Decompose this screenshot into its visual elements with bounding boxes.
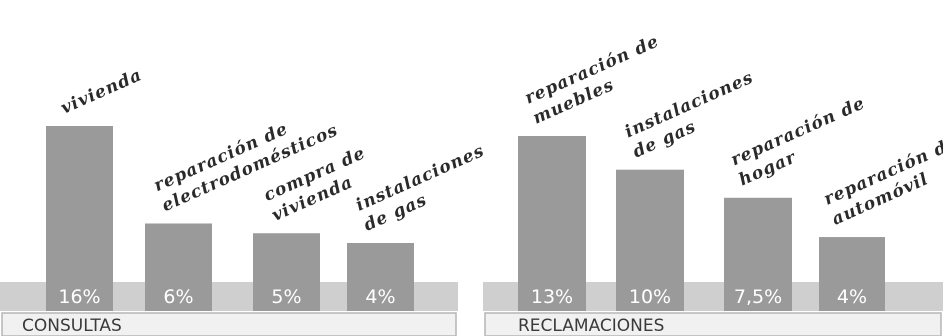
bar-1-0 (518, 136, 586, 311)
value-label-0-0: 16% (58, 286, 100, 308)
category-label-1-2-line-0: reparación de (728, 93, 868, 170)
bar-1-1 (616, 169, 684, 311)
value-label-1-2: 7,5% (734, 286, 782, 308)
value-label-1-0: 13% (531, 286, 573, 308)
value-label-1-1: 10% (629, 286, 671, 308)
panel-title-0: CONSULTAS (22, 316, 122, 336)
value-label-0-3: 4% (365, 286, 395, 308)
panel-caption-box-1 (484, 312, 942, 336)
bar-0-0 (46, 126, 113, 311)
bar-0-3 (347, 243, 414, 311)
bar-0-2 (253, 233, 320, 311)
panel-caption-box-0 (1, 312, 457, 336)
bar-0-1 (145, 223, 212, 311)
value-label-0-2: 5% (271, 286, 301, 308)
value-label-0-1: 6% (163, 286, 193, 308)
value-label-1-3: 4% (837, 286, 867, 308)
bar-1-2 (724, 197, 792, 311)
bar-1-3 (819, 237, 885, 311)
panel-title-1: RECLAMACIONES (518, 316, 664, 336)
category-label-0-0-line-0: vivienda (58, 65, 145, 119)
